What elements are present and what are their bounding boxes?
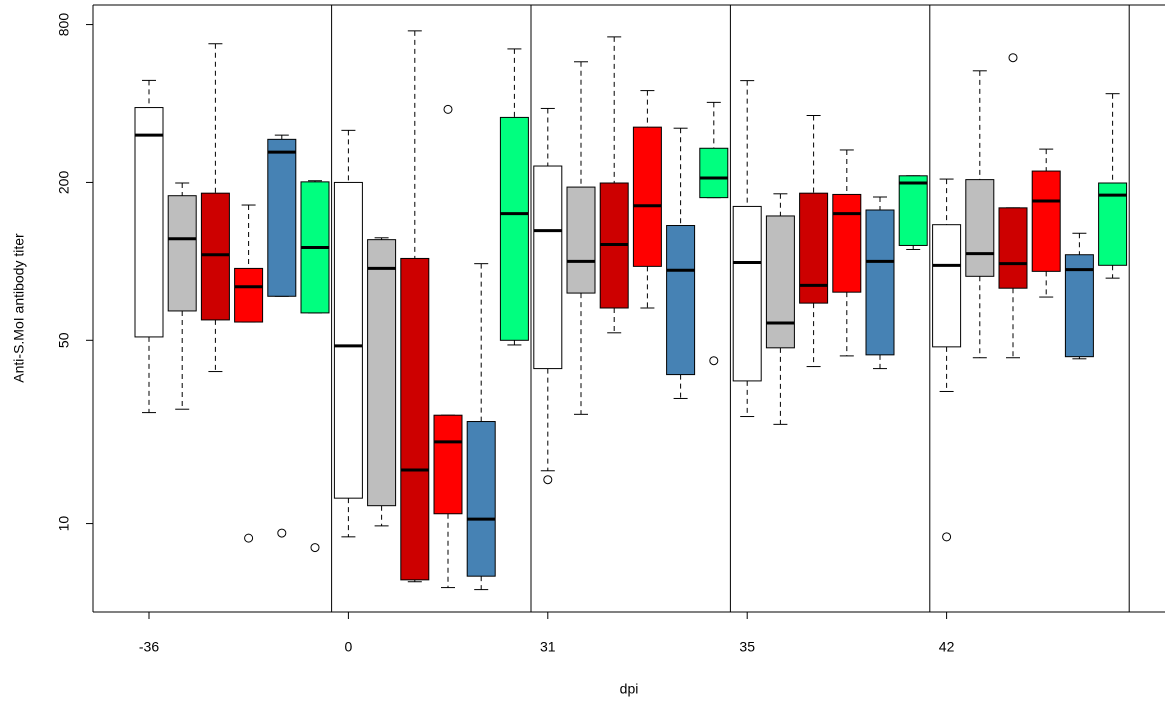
y-tick-label: 800 [56, 13, 72, 37]
box [1098, 182, 1128, 266]
box [134, 107, 164, 338]
box [932, 224, 962, 348]
box [765, 215, 795, 349]
outlier [543, 475, 553, 485]
box [566, 186, 596, 294]
box [167, 195, 197, 312]
x-tick-label: 42 [939, 639, 955, 655]
y-tick-label: 200 [56, 171, 72, 195]
x-tick-label: 31 [540, 639, 556, 655]
outlier [310, 543, 320, 553]
box [998, 207, 1028, 289]
y-axis-label: Anti-S.MoI antibody titer [11, 233, 27, 383]
box [400, 257, 430, 581]
box [433, 414, 463, 515]
box [200, 192, 230, 321]
box [965, 179, 995, 277]
x-tick-label: 0 [345, 639, 353, 655]
box [1064, 254, 1094, 358]
outlier [942, 532, 952, 542]
box [666, 225, 696, 376]
box [732, 205, 762, 382]
outlier [244, 533, 254, 543]
box [1031, 170, 1061, 272]
x-tick-label: -36 [139, 639, 159, 655]
x-tick-label: 35 [739, 639, 755, 655]
y-tick-label: 50 [56, 332, 72, 348]
box [499, 116, 529, 341]
outlier [1008, 53, 1018, 63]
box [632, 126, 662, 267]
box [865, 209, 895, 356]
box [466, 421, 496, 577]
box [367, 239, 397, 507]
outlier [443, 104, 453, 114]
y-tick-label: 10 [56, 516, 72, 532]
box [699, 147, 729, 199]
outlier [709, 356, 719, 366]
box [898, 175, 928, 246]
outlier [277, 528, 287, 538]
box [832, 193, 862, 293]
box [234, 267, 264, 323]
x-axis-label: dpi [620, 681, 639, 697]
box [333, 181, 363, 499]
box [533, 165, 563, 370]
box [267, 138, 297, 297]
